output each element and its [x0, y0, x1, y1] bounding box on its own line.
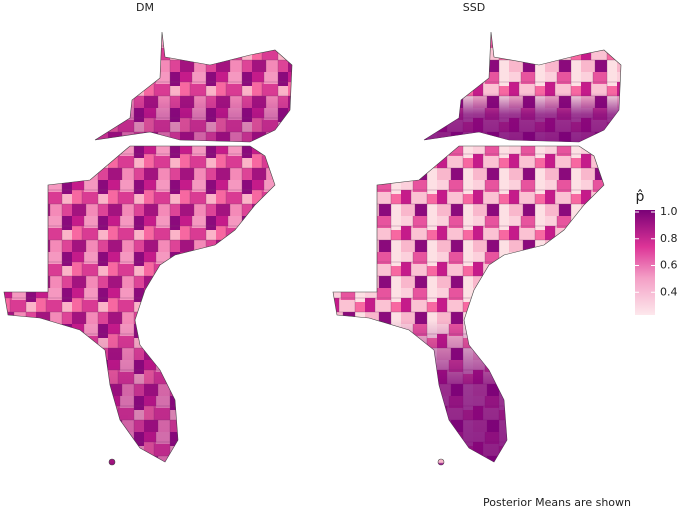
map-dm [3, 31, 293, 466]
legend-title: p̂ [636, 189, 645, 205]
tick-label: 0.8 [660, 232, 678, 245]
map-ssd [332, 31, 622, 466]
tick-label: 0.4 [660, 285, 678, 298]
panel-title: DM [136, 1, 154, 14]
caption: Posterior Means are shown [483, 496, 631, 509]
panel-title: SSD [463, 1, 485, 14]
colorbar [635, 210, 655, 315]
tick-label: 0.6 [660, 259, 678, 272]
tick-label: 1.0 [660, 205, 678, 218]
colorbar-ticks: 0.4 0.6 0.8 1.0 [635, 205, 678, 298]
